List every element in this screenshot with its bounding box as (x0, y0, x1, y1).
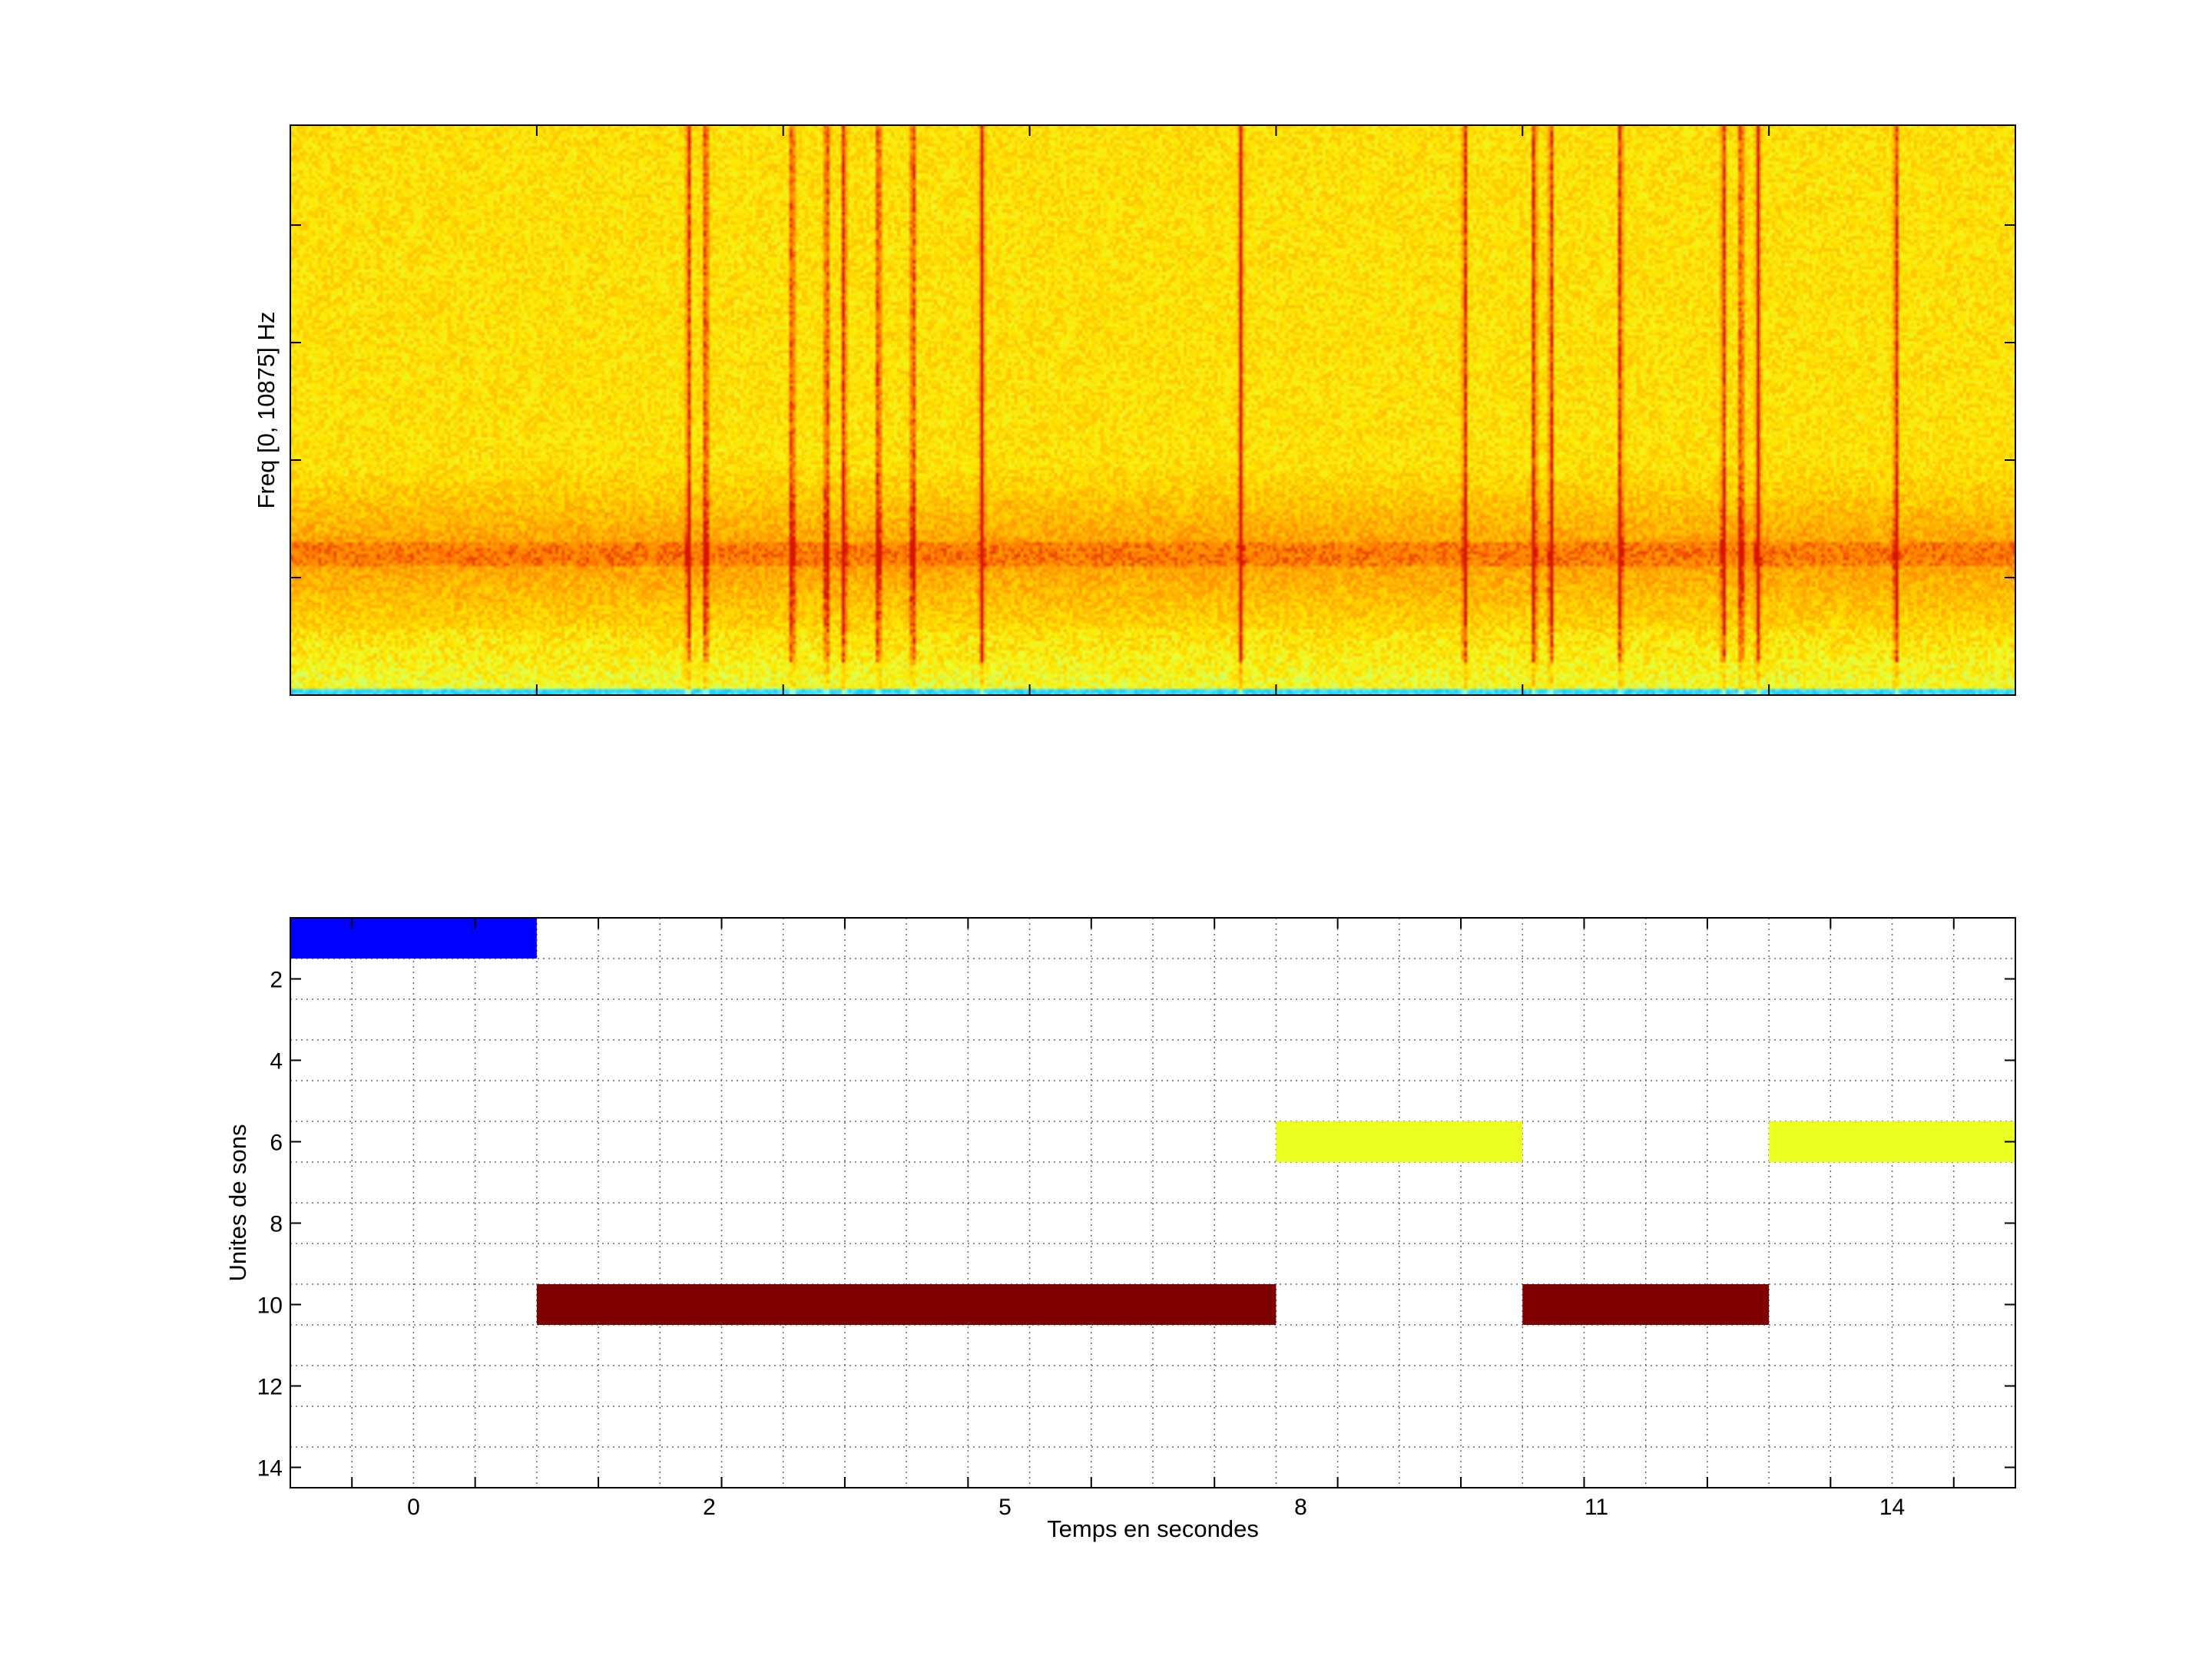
ytick-label: 6 (270, 1131, 283, 1156)
ytick-label: 8 (270, 1212, 283, 1237)
spectrogram-image (290, 125, 2015, 695)
segment-bar-5 (1769, 1121, 2015, 1162)
timeline-ylabel: Unites de sons (224, 1124, 251, 1281)
timeline-axes-frame (290, 917, 2016, 1488)
segment-bar-4 (1522, 1284, 1770, 1325)
timeline-panel: 0 2 5 8 11 14 2 4 6 8 10 12 14 Temps en secondes Un… (224, 917, 2016, 1542)
ytick-label: 4 (270, 1049, 283, 1075)
xtick-label: 5 (998, 1495, 1012, 1520)
ytick-label: 2 (270, 968, 283, 993)
ytick-label: 14 (257, 1456, 283, 1482)
xtick-label: 2 (703, 1495, 716, 1520)
timeline-grid (290, 918, 2015, 1488)
xtick-label: 14 (1879, 1495, 1905, 1520)
ytick-label: 12 (257, 1375, 283, 1400)
spectrogram-ylabel: Freq [0, 10875] Hz (253, 312, 280, 509)
segment-bar-1 (290, 918, 537, 959)
timeline-xtick-labels: 0 2 5 8 11 14 (407, 1495, 1905, 1520)
xtick-label: 8 (1294, 1495, 1307, 1520)
spectrogram-axes-frame (290, 124, 2016, 696)
timeline-xlabel: Temps en secondes (1047, 1515, 1259, 1542)
xtick-label: 11 (1584, 1495, 1608, 1520)
spectrogram-ticks (290, 125, 2015, 695)
segment-bar-2 (536, 1284, 1277, 1325)
timeline-ticks (290, 918, 2015, 1488)
timeline-segments (290, 918, 2015, 1325)
xtick-label: 0 (407, 1495, 420, 1520)
spectrogram-panel: Freq [0, 10875] Hz (253, 124, 2016, 696)
timeline-ytick-labels: 2 4 6 8 10 12 14 (257, 968, 283, 1482)
ytick-label: 10 (257, 1293, 283, 1319)
segment-bar-3 (1276, 1121, 1523, 1162)
